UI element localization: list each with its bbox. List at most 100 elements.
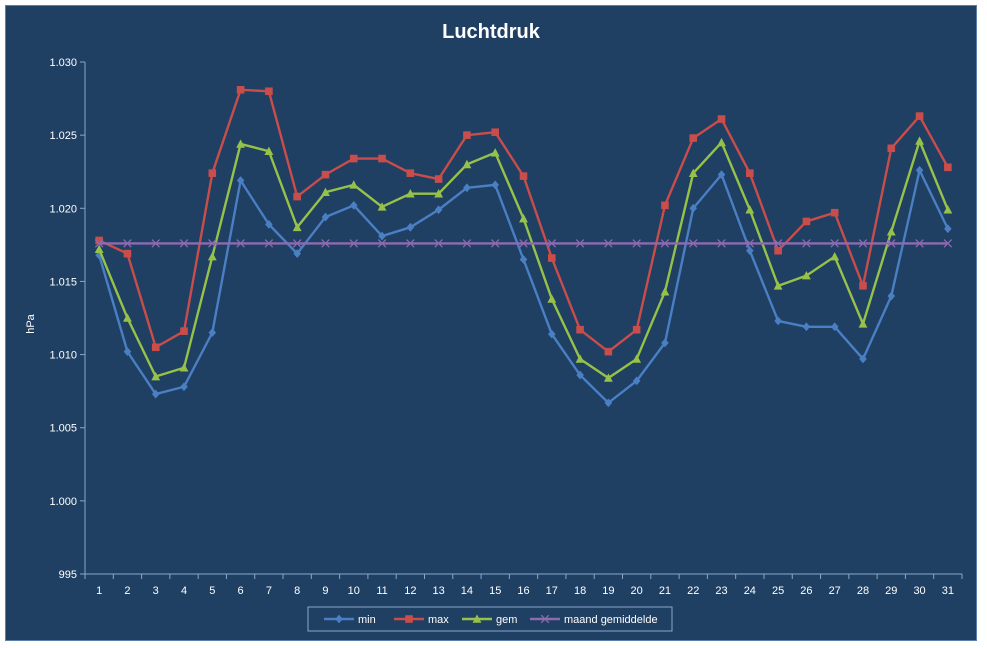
data-point bbox=[745, 205, 755, 214]
data-point bbox=[717, 115, 726, 123]
x-tick-label: 30 bbox=[913, 585, 925, 597]
data-point bbox=[604, 239, 613, 248]
data-point bbox=[292, 222, 302, 232]
data-point bbox=[830, 208, 839, 217]
x-tick-label: 25 bbox=[772, 585, 784, 597]
data-point bbox=[547, 254, 556, 262]
series-max bbox=[95, 85, 952, 356]
data-point bbox=[886, 227, 896, 236]
y-axis-label: hPa bbox=[25, 313, 37, 333]
data-point bbox=[575, 239, 585, 248]
data-point bbox=[349, 180, 359, 189]
data-point bbox=[321, 239, 330, 248]
data-point bbox=[547, 239, 557, 248]
x-tick-label: 16 bbox=[517, 585, 529, 597]
data-point bbox=[830, 251, 840, 261]
data-point bbox=[632, 325, 641, 334]
data-point bbox=[717, 170, 726, 180]
data-point bbox=[462, 239, 472, 248]
x-tick-label: 22 bbox=[687, 585, 699, 597]
x-tick-label: 14 bbox=[461, 585, 473, 597]
series-gem bbox=[94, 136, 953, 382]
x-tick-label: 24 bbox=[744, 585, 756, 597]
data-point bbox=[746, 246, 754, 256]
data-point bbox=[236, 176, 245, 185]
data-point bbox=[377, 202, 387, 211]
x-tick-label: 31 bbox=[942, 585, 954, 597]
data-point bbox=[264, 239, 274, 248]
x-tick-label: 21 bbox=[659, 585, 671, 597]
data-point bbox=[434, 239, 443, 248]
x-tick-label: 3 bbox=[153, 585, 159, 597]
data-point bbox=[773, 281, 783, 290]
data-point bbox=[859, 282, 867, 290]
data-point bbox=[265, 219, 273, 229]
data-point bbox=[405, 189, 415, 198]
data-point bbox=[95, 236, 103, 245]
data-point bbox=[576, 325, 584, 334]
data-point bbox=[264, 146, 274, 156]
x-tick-label: 18 bbox=[574, 585, 586, 597]
data-point bbox=[632, 376, 641, 386]
data-point bbox=[123, 347, 132, 357]
x-tick-label: 6 bbox=[238, 585, 244, 597]
legend-item: max bbox=[394, 614, 449, 626]
data-point bbox=[406, 169, 415, 177]
data-point bbox=[434, 205, 443, 215]
x-tick-label: 9 bbox=[322, 585, 328, 597]
data-point bbox=[406, 239, 415, 248]
data-point bbox=[151, 371, 161, 381]
x-tick-label: 19 bbox=[602, 585, 614, 597]
data-point bbox=[490, 239, 500, 248]
data-point bbox=[943, 239, 953, 248]
data-point bbox=[746, 169, 754, 177]
data-point bbox=[944, 224, 952, 234]
data-point bbox=[604, 347, 613, 356]
data-point bbox=[463, 131, 471, 139]
series-layer bbox=[94, 85, 953, 408]
data-point bbox=[378, 231, 386, 241]
data-point bbox=[378, 154, 386, 163]
legend-swatch-marker bbox=[335, 614, 343, 624]
data-point bbox=[293, 192, 301, 201]
data-point bbox=[603, 373, 613, 382]
data-point bbox=[462, 159, 472, 169]
data-point bbox=[179, 363, 189, 372]
data-point bbox=[151, 389, 160, 399]
data-point bbox=[151, 239, 160, 248]
data-point bbox=[830, 239, 839, 248]
y-tick-label: 1.015 bbox=[49, 276, 77, 288]
y-tick-label: 1.030 bbox=[49, 57, 77, 69]
data-point bbox=[604, 398, 613, 408]
legend-item: maand gemiddelde bbox=[530, 614, 658, 626]
y-tick-label: 1.005 bbox=[49, 423, 77, 435]
legend-label: max bbox=[428, 614, 449, 626]
data-point bbox=[208, 169, 217, 177]
data-point bbox=[94, 244, 104, 254]
data-point bbox=[349, 200, 358, 210]
y-tick-label: 1.025 bbox=[49, 130, 77, 142]
data-point bbox=[774, 316, 782, 326]
x-tick-label: 26 bbox=[800, 585, 812, 597]
data-point bbox=[123, 313, 132, 322]
data-point bbox=[859, 354, 867, 364]
data-point bbox=[434, 175, 443, 183]
legend-item: gem bbox=[462, 614, 517, 626]
data-point bbox=[661, 201, 669, 210]
data-point bbox=[773, 239, 783, 248]
y-tick-label: 995 bbox=[59, 569, 77, 581]
legend-label: gem bbox=[496, 614, 517, 626]
data-point bbox=[717, 137, 726, 147]
data-point bbox=[915, 165, 924, 175]
data-point bbox=[802, 322, 811, 332]
data-point bbox=[180, 382, 188, 392]
data-point bbox=[179, 239, 189, 248]
legend-label: min bbox=[358, 614, 376, 626]
legend-swatch-marker bbox=[540, 614, 550, 624]
legend: min max gem maand gemiddelde bbox=[307, 606, 673, 632]
data-point bbox=[830, 322, 839, 332]
legend-swatch-marker bbox=[472, 614, 482, 623]
data-point bbox=[915, 136, 924, 145]
chart-area: Luchtdruk hPa 995 1.000 1.005 1.010 1.015 1.0… bbox=[5, 5, 977, 641]
